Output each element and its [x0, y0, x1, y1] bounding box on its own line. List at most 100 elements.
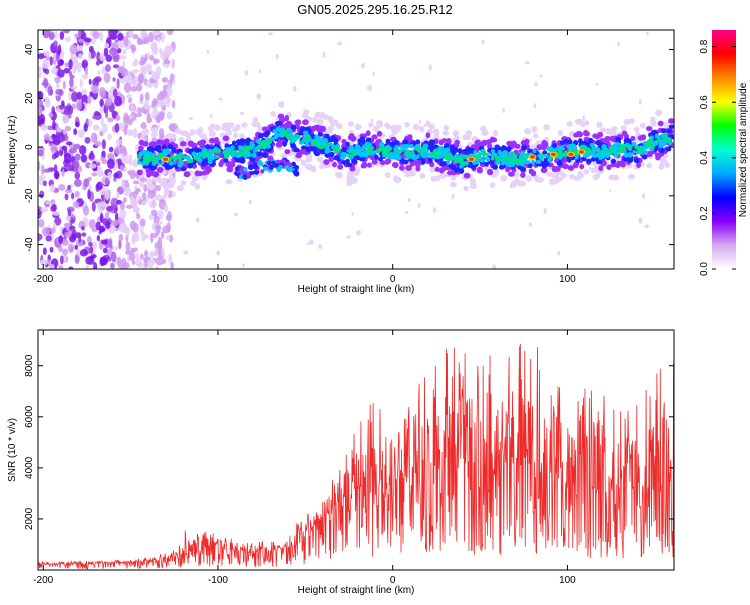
ridge-blob [584, 149, 588, 155]
ridge-blob [423, 152, 430, 157]
ridge-blob [371, 134, 378, 140]
ridge-blob [194, 170, 200, 177]
noise-blob [71, 91, 79, 103]
noise-blob [170, 261, 174, 269]
ridge-blob [556, 161, 563, 167]
ridge-blob [393, 155, 399, 161]
ridge-blob [252, 116, 259, 123]
noise-blob [169, 73, 174, 83]
ridge-blob [366, 141, 371, 146]
ridge-blob [216, 148, 222, 154]
ridge-blob [636, 146, 641, 152]
noise-blob [167, 82, 172, 91]
ridge-blob [601, 144, 607, 149]
noise-blob [121, 179, 125, 190]
ridge-blob [180, 180, 187, 186]
noise-blob [62, 114, 69, 123]
ridge-blob [176, 184, 184, 192]
ridge-blob [503, 154, 509, 159]
noise-blob [91, 172, 98, 177]
noise-blob [57, 127, 62, 133]
faint-dot [644, 224, 650, 229]
noise-blob [67, 184, 71, 191]
ridge-blob [433, 131, 440, 138]
ridge-blob [243, 150, 250, 155]
secondary-ridge-blob [285, 161, 291, 166]
noise-blob [141, 58, 147, 65]
ridge-blob [544, 160, 550, 167]
faint-dot [370, 118, 374, 123]
noise-blob [116, 199, 122, 205]
ridge-blob [637, 135, 645, 141]
ridge-blob [592, 153, 598, 159]
ridge-blob [285, 133, 291, 139]
ridge-blob [499, 157, 504, 162]
ridge-blob [555, 165, 561, 172]
noise-blob [68, 59, 73, 70]
spec-ytick-label: -20 [24, 188, 35, 203]
ridge-blob [441, 138, 448, 143]
noise-blob [145, 63, 153, 73]
noise-blob [94, 140, 102, 147]
noise-blob [92, 115, 101, 120]
ridge-blob [397, 149, 401, 155]
ridge-blob [336, 172, 343, 179]
noise-blob [52, 136, 59, 143]
ridge-blob [419, 152, 425, 157]
noise-blob [131, 158, 140, 168]
secondary-ridge-blob [294, 164, 299, 170]
ridge-blob [314, 141, 319, 145]
noise-blob [150, 79, 157, 84]
ridge-blob [353, 166, 361, 173]
ridge-blob [563, 138, 569, 144]
ridge-blob [489, 182, 496, 189]
ridge-blob [170, 155, 174, 160]
ridge-blob [352, 151, 358, 156]
noise-blob [103, 42, 110, 49]
faint-dot [372, 71, 375, 76]
ridge-blob [442, 130, 450, 136]
ridge-blob [213, 137, 220, 144]
ridge-blob [239, 138, 246, 144]
ridge-blob [337, 164, 344, 170]
ridge-blob [284, 115, 290, 122]
ridge-blob [490, 148, 496, 154]
ridge-blob [454, 139, 460, 146]
noise-blob [41, 59, 50, 69]
ridge-blob [182, 155, 186, 160]
ridge-blob [468, 161, 474, 168]
noise-blob [102, 123, 108, 134]
faint-dot [216, 250, 221, 256]
noise-blob [67, 105, 74, 116]
ridge-blob [204, 168, 210, 175]
noise-blob [84, 66, 89, 76]
ridge-blob [218, 161, 224, 168]
faint-dot [617, 41, 621, 47]
noise-blob [152, 232, 158, 239]
faint-dot [595, 82, 600, 86]
ridge-blob [159, 139, 165, 146]
noise-blob [133, 247, 138, 252]
noise-blob [78, 145, 87, 155]
ridge-blob [514, 159, 519, 164]
ridge-blob [191, 175, 198, 183]
ridge-blob [630, 135, 636, 142]
ridge-blob [595, 159, 602, 165]
faint-dot [239, 111, 245, 115]
noise-blob [161, 77, 169, 83]
noise-blob [98, 86, 106, 98]
noise-blob [91, 201, 96, 212]
ridge-blob [305, 164, 313, 171]
noise-blob [119, 209, 127, 219]
ridge-blob [214, 155, 220, 159]
noise-blob [40, 207, 48, 213]
noise-blob [117, 32, 124, 41]
faint-dot [351, 212, 355, 217]
ridge-blob [425, 132, 431, 139]
noise-blob [147, 189, 156, 200]
ridge-blob [419, 125, 425, 133]
ridge-blob [395, 124, 402, 132]
noise-blob [38, 208, 42, 219]
ridge-blob [407, 134, 413, 140]
ridge-blob [309, 146, 315, 152]
